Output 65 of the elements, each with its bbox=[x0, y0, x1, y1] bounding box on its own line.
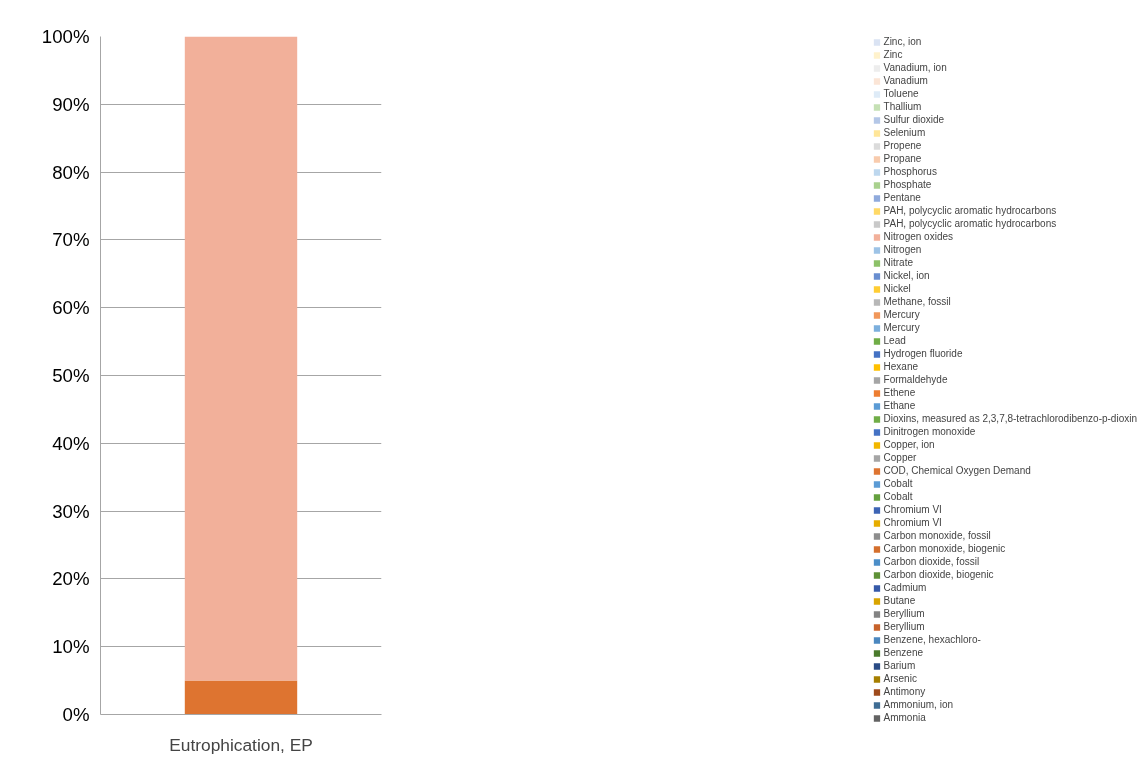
legend-label: Ethene bbox=[883, 387, 916, 398]
legend-label: Hexane bbox=[883, 361, 918, 372]
legend-label: Cobalt bbox=[883, 478, 913, 489]
y-tick-label: 40% bbox=[52, 432, 90, 454]
legend-label: Beryllium bbox=[883, 608, 925, 619]
legend-label: Copper bbox=[883, 452, 917, 463]
legend-label: Carbon dioxide, fossil bbox=[883, 556, 980, 567]
legend-label: Barium bbox=[883, 660, 916, 671]
legend-label: Ammonia bbox=[883, 712, 926, 723]
legend-label: Ammonium, ion bbox=[883, 699, 953, 710]
y-tick-label: 60% bbox=[52, 297, 90, 319]
legend-label: Sulfur dioxide bbox=[883, 114, 945, 125]
legend-label: Nitrogen bbox=[883, 244, 922, 255]
legend-label: Thallium bbox=[883, 101, 922, 112]
legend-label: Dioxins, measured as 2,3,7,8-tetrachlorodibenzo-p-dioxin bbox=[883, 413, 1137, 424]
legend-label: PAH, polycyclic aromatic hydrocarbons bbox=[883, 218, 1057, 229]
y-tick-label: 30% bbox=[52, 500, 90, 522]
legend-label: Lead bbox=[883, 335, 906, 346]
y-tick-label: 100% bbox=[41, 26, 90, 47]
legend-label: Propene bbox=[883, 140, 922, 151]
legend-label: Nickel, ion bbox=[883, 270, 930, 281]
legend-label: Carbon monoxide, fossil bbox=[883, 530, 991, 541]
legend-label: Zinc, ion bbox=[883, 36, 922, 47]
legend-label: Zinc bbox=[883, 49, 904, 60]
legend-label: Phosphorus bbox=[883, 166, 937, 177]
legend-label: Formaldehyde bbox=[883, 374, 948, 385]
legend-label: Pentane bbox=[883, 192, 921, 203]
legend-label: Chromium VI bbox=[883, 504, 942, 515]
legend-label: Selenium bbox=[883, 127, 926, 138]
y-tick-label: 0% bbox=[62, 704, 90, 725]
legend-label: Vanadium, ion bbox=[883, 62, 947, 73]
legend-label: PAH, polycyclic aromatic hydrocarbons bbox=[883, 205, 1057, 216]
legend-label: Carbon monoxide, biogenic bbox=[883, 543, 1006, 554]
legend-label: Nitrate bbox=[883, 257, 913, 268]
y-tick-label: 20% bbox=[52, 568, 90, 590]
legend-label: Methane, fossil bbox=[883, 296, 951, 307]
legend-label: Phosphate bbox=[883, 179, 932, 190]
legend-label: Ethane bbox=[883, 400, 916, 411]
legend-label: Copper, ion bbox=[883, 439, 935, 450]
y-tick-label: 90% bbox=[52, 93, 90, 115]
legend-label: Mercury bbox=[883, 309, 920, 320]
legend-label: Hydrogen fluoride bbox=[883, 348, 963, 359]
y-tick-label: 80% bbox=[52, 161, 90, 183]
legend-label: Mercury bbox=[883, 322, 920, 333]
legend-label: Butane bbox=[883, 595, 916, 606]
legend-label: Benzene bbox=[883, 647, 924, 658]
legend-label: Carbon dioxide, biogenic bbox=[883, 569, 994, 580]
y-tick-label: 70% bbox=[52, 229, 90, 251]
y-tick-label: 10% bbox=[52, 636, 90, 658]
legend-label: Beryllium bbox=[883, 621, 925, 632]
legend-label: Antimony bbox=[883, 686, 926, 697]
legend-label: Toluene bbox=[883, 88, 919, 99]
legend-label: Nitrogen oxides bbox=[883, 231, 954, 242]
x-tick-label: Eutrophication, EP bbox=[169, 734, 313, 755]
legend-label: COD, Chemical Oxygen Demand bbox=[883, 465, 1031, 476]
legend-label: Benzene, hexachloro- bbox=[883, 634, 981, 645]
legend-label: Chromium VI bbox=[883, 517, 942, 528]
legend-label: Cadmium bbox=[883, 582, 927, 593]
legend-label: Nickel bbox=[883, 283, 911, 294]
y-tick-label: 50% bbox=[52, 365, 90, 386]
legend-label: Arsenic bbox=[883, 673, 917, 684]
legend-label: Cobalt bbox=[883, 491, 913, 502]
legend-label: Dinitrogen monoxide bbox=[883, 426, 976, 437]
legend-label: Vanadium bbox=[883, 75, 928, 86]
legend-label: Propane bbox=[883, 153, 922, 164]
